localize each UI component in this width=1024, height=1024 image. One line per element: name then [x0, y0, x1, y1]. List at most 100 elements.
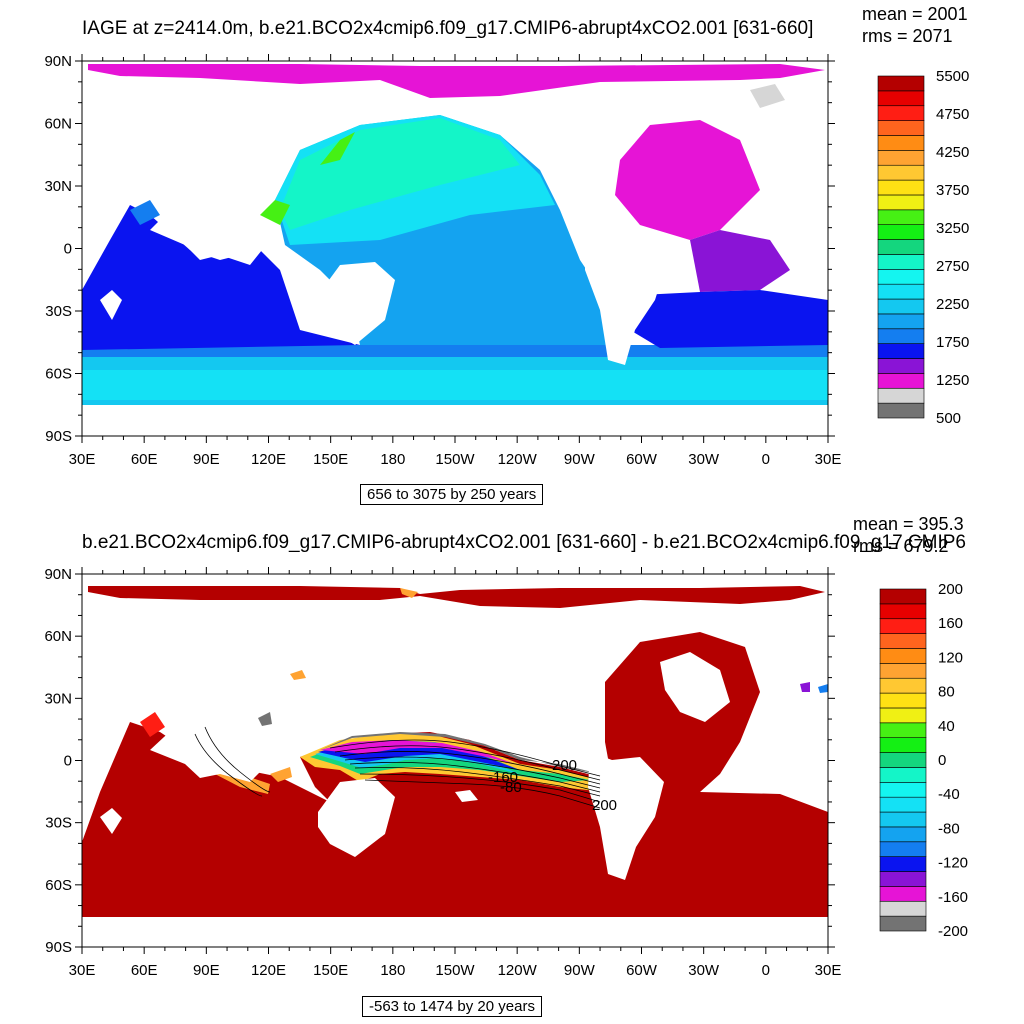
- colorbar-label: 40: [938, 718, 955, 735]
- colorbar-swatch: [879, 618, 927, 634]
- colorbar-swatch: [877, 90, 925, 107]
- colorbar-label: 160: [938, 615, 963, 632]
- colorbar-swatch: [879, 648, 927, 664]
- lon-tick-label: 90W: [564, 451, 596, 468]
- colorbar-swatch: [877, 75, 925, 92]
- top-map-title: IAGE at z=2414.0m, b.e21.BCO2x4cmip6.f09…: [82, 18, 814, 39]
- colorbar-swatch: [877, 179, 925, 196]
- lat-tick-label: 0: [64, 753, 72, 770]
- top-contour-info: 656 to 3075 by 250 years: [360, 484, 544, 505]
- colorbar-swatch: [877, 373, 925, 389]
- colorbar-swatch: [879, 915, 927, 932]
- colorbar-swatch: [879, 692, 927, 709]
- colorbar-swatch: [877, 194, 925, 211]
- top-rms-stat: rms = 2071: [862, 26, 953, 46]
- colorbar-swatch: [877, 298, 925, 315]
- colorbar-label: 3250: [936, 220, 969, 237]
- contour-label-200-b: 200: [592, 797, 617, 814]
- colorbar-swatch: [877, 343, 925, 359]
- lat-tick-label: 60S: [45, 877, 72, 894]
- lat-tick-label: 90N: [44, 53, 72, 70]
- top-map-ticks: [75, 54, 835, 443]
- lat-tick-label: 90N: [44, 566, 72, 583]
- colorbar-swatch: [877, 164, 925, 181]
- colorbar-label: 4750: [936, 106, 969, 123]
- bottom-map-ticks: [75, 567, 835, 954]
- colorbar-swatch: [879, 811, 927, 828]
- colorbar-swatch: [877, 135, 925, 151]
- lon-tick-label: 30E: [69, 451, 96, 468]
- colorbar-swatch: [877, 224, 925, 240]
- colorbar-label: 80: [938, 684, 955, 701]
- lon-tick-label: 150W: [435, 451, 475, 468]
- lat-tick-label: 30S: [45, 303, 72, 320]
- colorbar-swatch: [877, 402, 925, 419]
- top-colorbar-labels: 500 1250 1750 2250 2750 3250 3750 4250 4750 5500: [936, 68, 969, 427]
- lon-tick-label: 90E: [193, 451, 220, 468]
- colorbar-label: 500: [936, 410, 961, 427]
- lon-tick-label: 120E: [251, 962, 286, 979]
- lat-tick-label: 60N: [44, 116, 72, 133]
- lon-tick-label: 90W: [564, 962, 596, 979]
- bottom-map-panel: b.e21.BCO2x4cmip6.f09_g17.CMIP6-abrupt4x…: [0, 512, 1024, 1024]
- colorbar-label: 0: [938, 752, 946, 769]
- colorbar-label: 1750: [936, 334, 969, 351]
- colorbar-swatch: [879, 782, 927, 798]
- colorbar-swatch: [877, 358, 925, 374]
- lon-tick-label: 30W: [688, 451, 720, 468]
- colorbar-swatch: [877, 328, 925, 344]
- colorbar-swatch: [877, 283, 925, 300]
- colorbar-swatch: [877, 150, 925, 166]
- top-colorbar: [877, 75, 925, 419]
- lat-tick-label: 90S: [45, 428, 72, 445]
- colorbar-label: -160: [938, 889, 968, 906]
- colorbar-swatch: [879, 886, 927, 902]
- contour-label-m80: -80: [500, 779, 522, 796]
- colorbar-swatch: [877, 387, 925, 404]
- bottom-colorbar: [879, 588, 927, 932]
- colorbar-swatch: [877, 105, 925, 121]
- lon-tick-label: 120W: [498, 962, 538, 979]
- colorbar-swatch: [879, 841, 927, 857]
- colorbar-label: 5500: [936, 68, 969, 85]
- colorbar-swatch: [879, 722, 927, 738]
- top-map-plot: 90N 60N 30N 0 30S 60S 90S 30E 60E 90E 120E 150E 180…: [44, 53, 969, 468]
- lon-tick-label: 150W: [435, 962, 475, 979]
- lon-tick-label: 180: [380, 451, 405, 468]
- lat-tick-label: 90S: [45, 939, 72, 956]
- lat-tick-label: 30N: [44, 178, 72, 195]
- bottom-colorbar-labels: -200 -160 -120 -80 -40 0 40 80 120 160 200: [938, 581, 968, 940]
- colorbar-label: 2750: [936, 258, 969, 275]
- colorbar-label: 4250: [936, 144, 969, 161]
- colorbar-swatch: [879, 871, 927, 887]
- colorbar-label: -120: [938, 855, 968, 872]
- colorbar-label: -40: [938, 786, 960, 803]
- colorbar-swatch: [879, 752, 927, 768]
- colorbar-swatch: [877, 254, 925, 270]
- lon-tick-label: 120W: [498, 451, 538, 468]
- colorbar-swatch: [879, 588, 927, 605]
- lat-tick-label: 0: [64, 241, 72, 258]
- colorbar-label: 120: [938, 649, 963, 666]
- top-lat-labels: 90N 60N 30N 0 30S 60S 90S: [44, 53, 72, 445]
- bottom-contours: [194, 726, 601, 809]
- lon-tick-label: 30E: [815, 451, 842, 468]
- top-map-panel: IAGE at z=2414.0m, b.e21.BCO2x4cmip6.f09…: [44, 4, 969, 505]
- colorbar-label: -200: [938, 923, 968, 940]
- colorbar-swatch: [879, 603, 927, 620]
- lon-tick-label: 180: [380, 962, 405, 979]
- lon-tick-label: 120E: [251, 451, 286, 468]
- colorbar-label: 3750: [936, 182, 969, 199]
- colorbar-label: 200: [938, 581, 963, 598]
- lat-tick-label: 30N: [44, 690, 72, 707]
- contour-label-200-a: 200: [552, 757, 577, 774]
- lon-tick-label: 30W: [688, 962, 720, 979]
- colorbar-swatch: [879, 663, 927, 679]
- bottom-mean-stat: mean = 395.3: [853, 514, 964, 534]
- lon-tick-label: 90E: [193, 962, 220, 979]
- lon-tick-label: 30E: [69, 962, 96, 979]
- colorbar-swatch: [879, 856, 927, 872]
- lon-tick-label: 30E: [815, 962, 842, 979]
- top-mean-stat: mean = 2001: [862, 4, 968, 24]
- colorbar-label: 2250: [936, 296, 969, 313]
